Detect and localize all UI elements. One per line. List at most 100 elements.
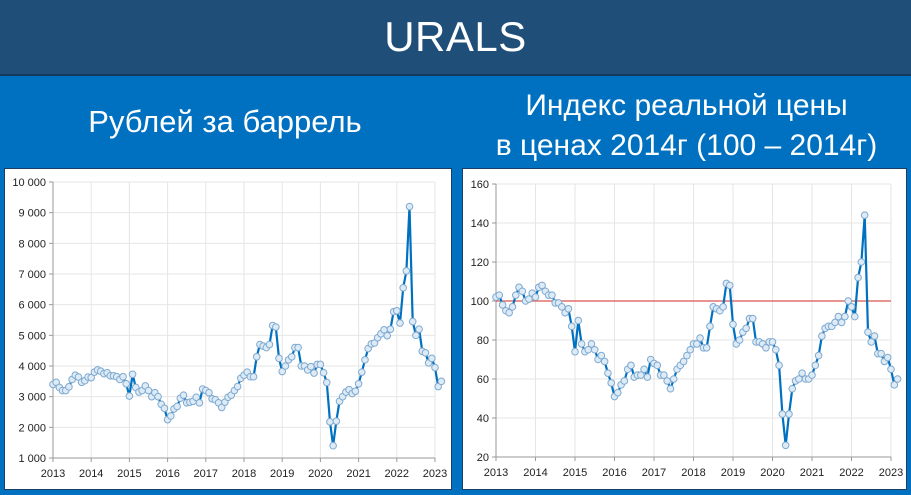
data-point-marker: [837, 318, 846, 327]
right-subtitle-line1: Индекс реальной цены: [525, 89, 848, 122]
data-point-marker: [332, 417, 341, 425]
data-point-marker: [587, 340, 596, 348]
data-point-marker: [660, 371, 668, 379]
x-tick-label: 2017: [642, 467, 666, 479]
data-point-marker: [870, 332, 879, 340]
data-point-marker: [412, 331, 420, 340]
x-tick-label: 2013: [41, 468, 65, 480]
data-point-marker: [396, 319, 404, 327]
data-point-marker: [511, 291, 520, 299]
data-point-marker: [558, 303, 566, 311]
data-point-marker: [179, 391, 188, 399]
data-point-marker: [354, 379, 363, 388]
title-bar: URALS: [0, 0, 911, 76]
data-point-marker: [867, 338, 876, 346]
y-tick-label: 5 000: [18, 330, 46, 342]
data-point-marker: [386, 325, 395, 333]
right-subtitle-line2: в ценах 2014г (100 – 2014г): [495, 129, 878, 162]
data-point-marker: [785, 410, 793, 418]
data-point-marker: [272, 323, 280, 331]
data-point-marker: [883, 353, 892, 362]
data-point-marker: [281, 362, 290, 370]
data-point-marker: [762, 344, 770, 352]
data-point-marker: [729, 320, 737, 329]
data-point-marker: [408, 317, 417, 326]
data-point-marker: [771, 345, 780, 354]
data-point-marker: [702, 344, 711, 352]
data-point-marker: [173, 402, 181, 411]
data-point-marker: [811, 361, 820, 370]
data-point-marker: [329, 441, 337, 450]
y-tick-label: 100: [471, 296, 489, 308]
data-point-marker: [692, 340, 701, 348]
data-point-marker: [278, 367, 287, 376]
data-point-marker: [531, 293, 540, 301]
data-point-marker: [683, 351, 691, 360]
data-point-marker: [574, 316, 583, 325]
data-point-marker: [577, 340, 586, 348]
data-point-marker: [781, 441, 790, 450]
x-tick-label: 2019: [721, 467, 745, 479]
data-point-marker: [122, 379, 131, 388]
data-point-marker: [316, 360, 325, 369]
data-point-marker: [864, 328, 872, 336]
y-tick-label: 40: [477, 413, 489, 425]
data-point-marker: [814, 351, 823, 360]
data-point-marker: [844, 297, 853, 305]
x-tick-label: 2017: [194, 468, 218, 480]
data-point-marker: [686, 345, 695, 354]
data-point-marker: [669, 375, 678, 383]
y-tick-label: 1 000: [18, 453, 46, 465]
data-point-marker: [857, 258, 866, 266]
data-point-marker: [847, 303, 856, 311]
data-point-marker: [860, 211, 869, 220]
data-point-marker: [525, 295, 533, 303]
data-point-marker: [854, 273, 862, 282]
data-point-marker: [361, 356, 369, 364]
data-point-marker: [125, 392, 134, 400]
data-point-marker: [65, 383, 73, 391]
data-point-marker: [808, 371, 816, 379]
x-tick-label: 2023: [879, 467, 903, 479]
data-point-marker: [613, 388, 622, 397]
data-point-marker: [841, 312, 849, 321]
data-point-marker: [887, 365, 895, 374]
index-chart-svg: 20 40 60 80 100 120 140 160 2013 2014 2015 2016 2017…: [471, 179, 904, 479]
data-point-marker: [233, 382, 242, 391]
data-point-marker: [679, 357, 688, 366]
data-point-marker: [643, 373, 652, 381]
data-point-marker: [415, 325, 423, 333]
data-point-marker: [495, 291, 504, 299]
y-tick-label: 160: [471, 179, 489, 191]
rubles-chart-svg: 1 000 2 000 3 000 4 000 5 000 6 000 7 000 8 000…: [12, 177, 447, 480]
y-tick-label: 80: [477, 335, 489, 347]
data-point-marker: [265, 340, 274, 349]
data-point-marker: [205, 388, 213, 397]
data-point-marker: [706, 322, 714, 331]
y-tick-label: 7 000: [18, 269, 46, 281]
y-tick-label: 140: [471, 218, 489, 230]
data-point-marker: [600, 357, 609, 366]
data-point-marker: [405, 202, 414, 211]
x-tick-label: 2022: [385, 468, 409, 480]
data-point-marker: [798, 369, 806, 377]
x-tick-label: 2020: [760, 467, 784, 479]
left-chart-subtitle: Рублей за баррель: [88, 104, 362, 139]
x-tick-label: 2014: [79, 468, 103, 480]
y-tick-label: 2 000: [18, 422, 46, 434]
series-line: [52, 205, 443, 447]
data-point-marker: [402, 267, 411, 275]
data-point-marker: [890, 381, 899, 389]
data-point-marker: [252, 353, 261, 361]
y-tick-label: 10 000: [12, 177, 46, 189]
data-point-marker: [431, 363, 439, 372]
data-point-marker: [508, 303, 517, 311]
data-point-marker: [310, 369, 318, 377]
data-point-marker: [399, 284, 407, 292]
data-point-marker: [275, 354, 283, 363]
data-point-marker: [87, 373, 95, 382]
data-point-marker: [735, 336, 744, 344]
data-point-marker: [725, 281, 734, 290]
x-tick-label: 2018: [232, 468, 256, 480]
y-tick-label: 6 000: [18, 300, 46, 312]
